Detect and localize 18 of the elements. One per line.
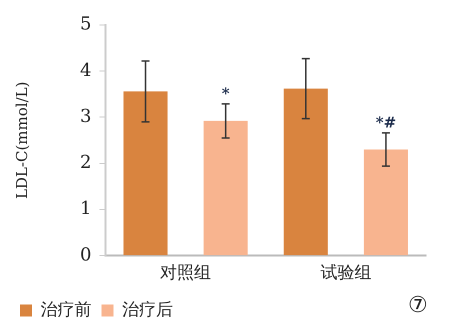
legend-label: 治疗前 <box>40 300 92 320</box>
bar <box>123 91 168 256</box>
bar <box>204 120 248 256</box>
y-tick-label: 0 <box>80 244 92 266</box>
text: ⑦ <box>408 292 428 318</box>
legend-label: 治疗后 <box>122 300 173 320</box>
x-tick-label: 试验组 <box>320 263 372 284</box>
y-axis-title: LDL-C(mmol/L) <box>12 82 31 200</box>
annotation: *# <box>376 113 396 132</box>
y-tick-label: 4 <box>80 60 92 81</box>
y-tick-label: 1 <box>80 198 92 220</box>
y-tick-label: 5 <box>80 14 92 35</box>
bar <box>364 150 408 256</box>
annotation: * <box>222 84 230 102</box>
y-tick-label: 3 <box>80 106 92 127</box>
bar <box>284 88 328 256</box>
x-tick-label: 对照组 <box>160 263 212 284</box>
y-tick-label: 2 <box>80 152 92 174</box>
